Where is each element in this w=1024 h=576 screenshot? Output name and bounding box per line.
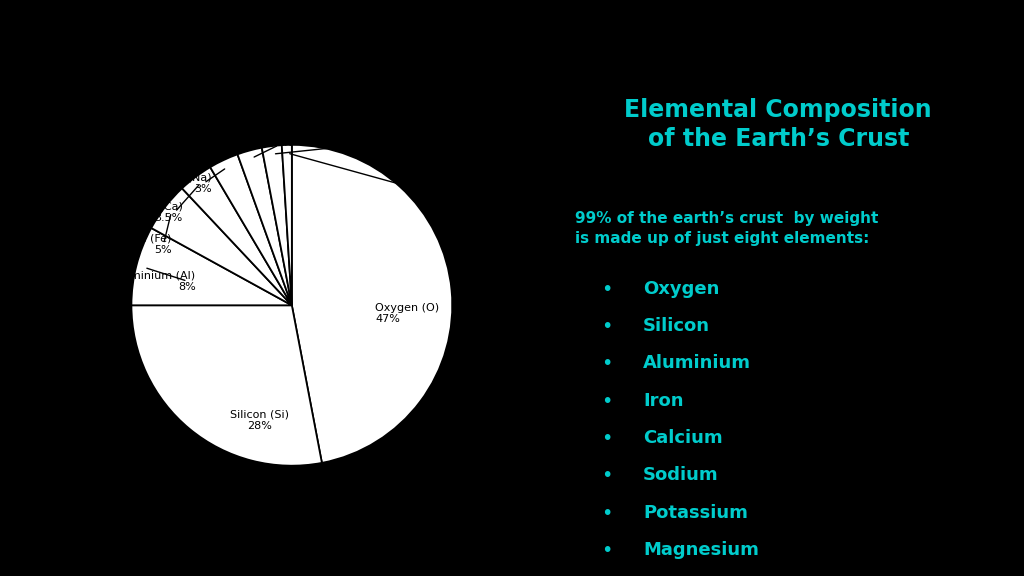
- Text: •: •: [601, 354, 612, 373]
- Text: •: •: [601, 466, 612, 485]
- Wedge shape: [131, 228, 292, 305]
- Text: Iron: Iron: [643, 392, 684, 410]
- Wedge shape: [282, 145, 292, 305]
- Text: Other elements
1%: Other elements 1%: [412, 179, 500, 200]
- Text: Elemental Composition of the Earth’s Crust: Elemental Composition of the Earth’s Cru…: [122, 24, 902, 54]
- Text: •: •: [601, 541, 612, 560]
- Wedge shape: [262, 145, 292, 305]
- Text: Potassium (K)
2.5%: Potassium (K) 2.5%: [241, 127, 317, 148]
- Text: •: •: [601, 317, 612, 336]
- Wedge shape: [131, 305, 322, 466]
- Text: Potassium: Potassium: [643, 503, 748, 521]
- Wedge shape: [182, 167, 292, 305]
- Wedge shape: [152, 188, 292, 305]
- Text: Silicon: Silicon: [643, 317, 710, 335]
- Text: Calcium: Calcium: [643, 429, 723, 447]
- Wedge shape: [210, 154, 292, 305]
- Text: •: •: [601, 429, 612, 448]
- Text: Silicon (Si)
28%: Silicon (Si) 28%: [230, 410, 289, 431]
- Text: AS-A level Geology: AS-A level Geology: [15, 547, 177, 562]
- Text: Magnesium (Mg)
2%: Magnesium (Mg) 2%: [353, 127, 446, 148]
- Text: Oxygen: Oxygen: [643, 279, 720, 298]
- Text: Iron (Fe)
5%: Iron (Fe) 5%: [125, 233, 172, 255]
- Text: Magnesium: Magnesium: [643, 541, 759, 559]
- Text: Aluminium (Al)
8%: Aluminium (Al) 8%: [113, 270, 196, 292]
- Wedge shape: [238, 147, 292, 305]
- Text: •: •: [601, 503, 612, 522]
- Text: 99% of the earth’s crust  by weight
is made up of just eight elements:: 99% of the earth’s crust by weight is ma…: [575, 211, 879, 246]
- Text: Sodium (Na)
3%: Sodium (Na) 3%: [142, 173, 212, 194]
- Text: •: •: [601, 392, 612, 411]
- Wedge shape: [292, 145, 453, 463]
- Text: Aluminium: Aluminium: [643, 354, 751, 372]
- Text: Calcium (Ca)
3.5%: Calcium (Ca) 3.5%: [111, 202, 182, 223]
- Text: Sodium: Sodium: [643, 466, 719, 484]
- Text: •: •: [601, 279, 612, 298]
- Text: Oxygen (O)
47%: Oxygen (O) 47%: [375, 302, 439, 324]
- Text: Elemental Composition
of the Earth’s Crust: Elemental Composition of the Earth’s Cru…: [625, 98, 932, 151]
